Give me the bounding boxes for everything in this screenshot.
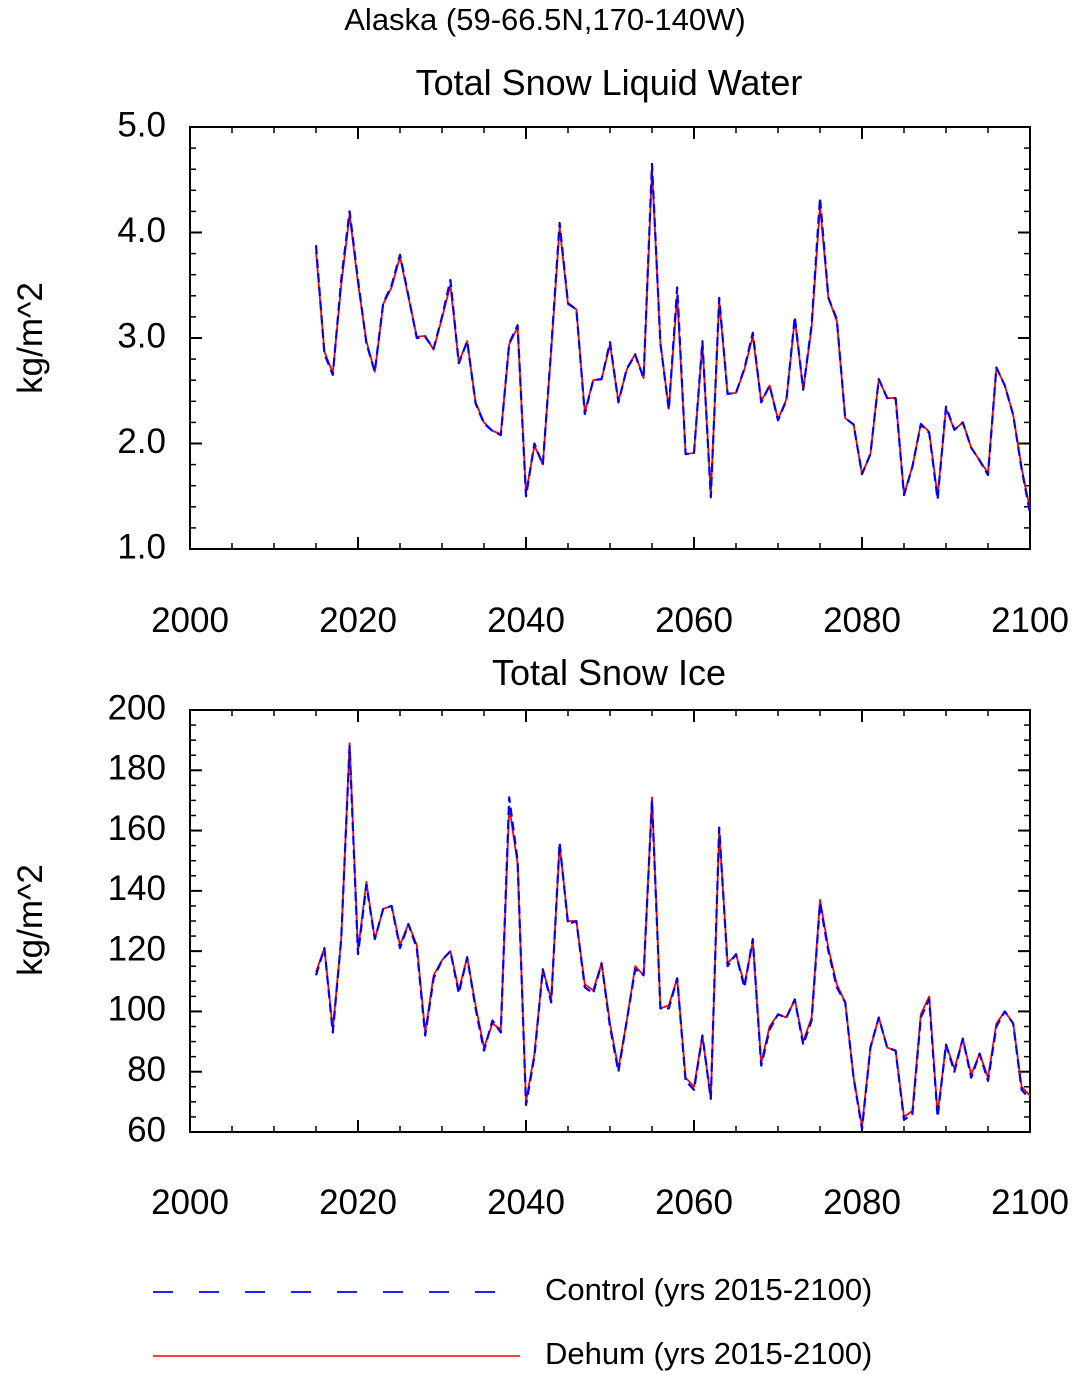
- y-tick-label: 60: [127, 1110, 166, 1149]
- x-tick-label: 2100: [991, 601, 1069, 640]
- y-tick-label: 180: [108, 749, 166, 788]
- y-tick-label: 3.0: [117, 316, 166, 355]
- y-tick-label: 140: [108, 869, 166, 908]
- figure-suptitle: Alaska (59-66.5N,170-140W): [344, 2, 745, 37]
- x-tick-label: 2060: [655, 601, 733, 640]
- y-tick-label: 200: [108, 688, 166, 727]
- panel-title: Total Snow Ice: [492, 652, 726, 693]
- x-tick-label: 2060: [655, 1183, 733, 1222]
- panel-snow-ice: Total Snow Ice kg/m^2 2000 2020 2040 2060 20…: [11, 652, 1069, 1222]
- y-tick-label: 4.0: [117, 211, 166, 250]
- panel-title: Total Snow Liquid Water: [416, 62, 803, 103]
- series-lines: [314, 162, 1032, 514]
- legend: Control (yrs 2015-2100) Dehum (yrs 2015-…: [153, 1272, 872, 1371]
- y-tick-label: 5.0: [117, 105, 166, 144]
- x-tick-label: 2100: [991, 1183, 1069, 1222]
- y-tick-label: 160: [108, 809, 166, 848]
- panel-snow-liquid-water: Total Snow Liquid Water kg/m^2 2000 2020 2…: [11, 62, 1069, 640]
- x-tick-label: 2000: [151, 601, 229, 640]
- y-tick-label: 1.0: [117, 527, 166, 566]
- series-line-dehum: [315, 742, 1031, 1127]
- axis-ticks: 2000 2020 2040 2060 2080 2100 1.0 2.0 3.0 4.0 5.0: [117, 105, 1069, 640]
- series-line-control: [314, 162, 1032, 514]
- series-line-dehum: [315, 168, 1031, 510]
- y-tick-label: 100: [108, 990, 166, 1029]
- plot-frame: [189, 709, 1031, 1133]
- legend-label-dehum: Dehum (yrs 2015-2100): [545, 1336, 872, 1371]
- x-tick-label: 2000: [151, 1183, 229, 1222]
- y-axis-label: kg/m^2: [11, 864, 50, 976]
- y-axis-label: kg/m^2: [11, 282, 50, 394]
- x-tick-label: 2040: [487, 601, 565, 640]
- x-tick-label: 2080: [823, 1183, 901, 1222]
- y-tick-label: 120: [108, 929, 166, 968]
- x-tick-label: 2040: [487, 1183, 565, 1222]
- series-line-control: [314, 745, 1031, 1131]
- legend-label-control: Control (yrs 2015-2100): [545, 1272, 872, 1307]
- x-tick-label: 2020: [319, 601, 397, 640]
- x-tick-label: 2080: [823, 601, 901, 640]
- x-tick-label: 2020: [319, 1183, 397, 1222]
- axis-ticks: 2000 2020 2040 2060 2080 2100 60 80 100 120 140 160…: [108, 688, 1069, 1222]
- y-tick-label: 80: [127, 1050, 166, 1089]
- series-lines: [314, 742, 1031, 1131]
- y-tick-label: 2.0: [117, 422, 166, 461]
